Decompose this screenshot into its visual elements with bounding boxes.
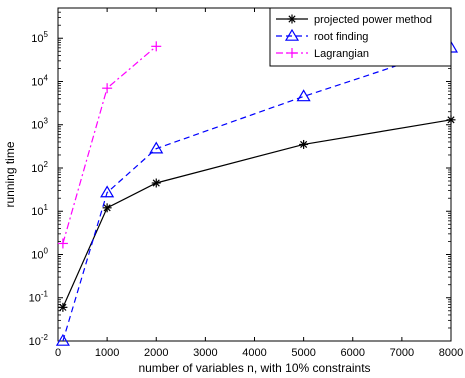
y-tick-base: 10 — [31, 33, 43, 45]
series-line — [62, 47, 452, 342]
data-point-marker — [59, 303, 67, 311]
y-tick-label: 105 — [31, 30, 48, 45]
y-tick-label: 104 — [31, 73, 48, 88]
y-axis-label: running time — [3, 141, 17, 207]
legend-entry: Lagrangian — [276, 48, 369, 60]
x-tick-label: 7000 — [390, 347, 414, 359]
y-tick-base: 10 — [31, 163, 43, 175]
y-tick-exponent: 5 — [44, 30, 49, 39]
data-point — [55, 333, 70, 346]
data-point-marker — [103, 204, 111, 212]
y-tick-exponent: 0 — [44, 246, 49, 255]
y-tick-exponent: 2 — [44, 160, 49, 169]
y-tick-label: 10-2 — [29, 333, 49, 348]
data-point-marker — [300, 140, 308, 149]
data-point — [151, 178, 161, 188]
data-point — [151, 41, 162, 52]
data-point — [100, 185, 115, 198]
data-point-marker — [447, 116, 455, 124]
y-tick-label: 102 — [31, 160, 48, 175]
legend-label: root finding — [314, 31, 368, 43]
data-point-marker — [55, 333, 70, 346]
x-tick-label: 0 — [55, 347, 61, 359]
data-point-marker — [152, 179, 160, 187]
y-tick-label: 103 — [31, 117, 48, 132]
y-tick-label: 101 — [31, 203, 48, 218]
y-tick-exponent: 4 — [44, 73, 49, 82]
x-tick-label: 2000 — [144, 347, 168, 359]
y-tick-base: 10 — [29, 293, 41, 305]
data-point — [296, 89, 311, 102]
y-tick-base: 10 — [31, 249, 43, 261]
data-point-marker — [296, 89, 311, 102]
data-point — [299, 139, 309, 149]
legend-entry: projected power method — [276, 14, 432, 26]
x-tick-label: 8000 — [439, 347, 463, 359]
data-point — [102, 83, 113, 94]
data-point — [446, 115, 456, 125]
legend-label: projected power method — [314, 14, 432, 26]
legend: projected power method root finding Lagran… — [269, 7, 452, 67]
data-point — [58, 302, 68, 312]
y-tick-base: 10 — [31, 120, 43, 132]
x-tick-label: 3000 — [193, 347, 217, 359]
y-tick-base: 10 — [29, 336, 41, 348]
x-tick-label: 4000 — [242, 347, 266, 359]
y-tick-label: 100 — [31, 246, 48, 261]
legend-marker — [288, 15, 296, 23]
x-tick-label: 5000 — [291, 347, 315, 359]
x-tick-label: 1000 — [95, 347, 119, 359]
x-tick-label: 6000 — [341, 347, 365, 359]
x-axis-label: number of variables n, with 10% constrai… — [138, 361, 370, 375]
data-point — [102, 203, 112, 213]
legend-label: Lagrangian — [314, 48, 369, 60]
legend-marker — [284, 28, 300, 41]
series-layer — [55, 40, 459, 346]
legend-entry: root finding — [276, 28, 368, 43]
y-tick-exponent: 3 — [44, 117, 49, 126]
data-point-marker — [149, 141, 164, 154]
y-tick-exponent: 1 — [44, 203, 49, 212]
data-point-marker — [100, 185, 115, 198]
series-lagrangian — [57, 41, 162, 249]
y-tick-label: 10-1 — [29, 290, 49, 305]
y-tick-exponent: -1 — [41, 290, 49, 299]
data-point — [57, 238, 68, 249]
legend-box — [269, 7, 452, 67]
y-tick-base: 10 — [31, 76, 43, 88]
y-tick-base: 10 — [31, 206, 43, 218]
data-point — [149, 141, 164, 154]
y-tick-exponent: -2 — [41, 333, 49, 342]
